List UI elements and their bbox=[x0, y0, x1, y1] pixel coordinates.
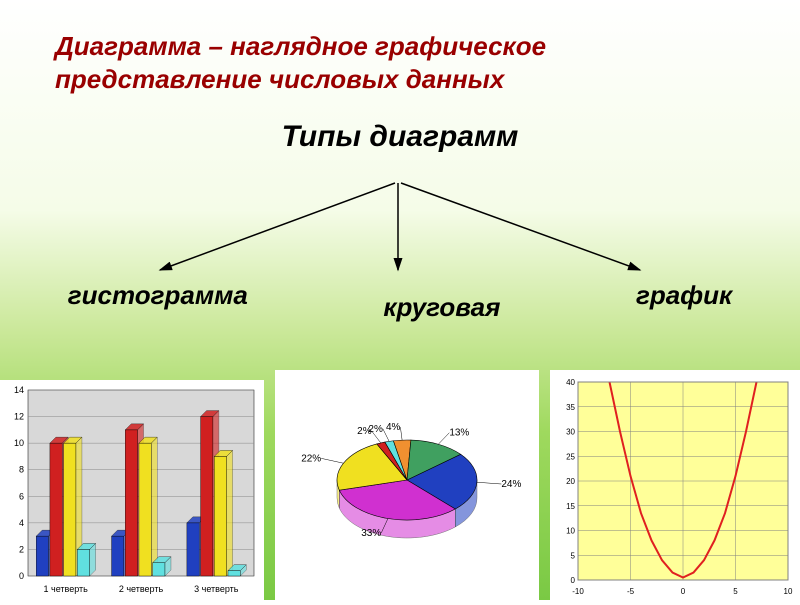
bar-chart-panel: 0 2 4 6 8 10 12 14 1 четверть 2 четверть 3 четверт… bbox=[0, 380, 264, 600]
svg-text:10: 10 bbox=[566, 527, 575, 536]
page-title: Диаграмма – наглядное графическое предст… bbox=[0, 0, 800, 95]
subtitle: Типы диаграмм bbox=[0, 120, 800, 154]
svg-text:25: 25 bbox=[566, 452, 575, 461]
label-line: график bbox=[636, 280, 732, 323]
svg-text:5: 5 bbox=[733, 587, 738, 596]
svg-text:4%: 4% bbox=[386, 422, 401, 433]
svg-text:2: 2 bbox=[19, 544, 24, 554]
title-line-2: представление числовых данных bbox=[55, 64, 504, 94]
svg-text:33%: 33% bbox=[361, 528, 381, 539]
svg-text:5: 5 bbox=[571, 551, 576, 560]
svg-text:10: 10 bbox=[784, 587, 793, 596]
svg-text:-10: -10 bbox=[572, 587, 584, 596]
svg-text:24%: 24% bbox=[501, 479, 521, 490]
svg-text:40: 40 bbox=[566, 378, 575, 387]
label-bar: гистограмма bbox=[68, 280, 248, 323]
pie-chart-panel: 24%33%22%2%2%4%13% bbox=[275, 370, 539, 600]
svg-text:8: 8 bbox=[19, 465, 24, 475]
svg-text:2%: 2% bbox=[368, 424, 383, 435]
svg-text:10: 10 bbox=[14, 438, 24, 448]
svg-text:2 четверть: 2 четверть bbox=[119, 584, 164, 594]
bar-chart: 0 2 4 6 8 10 12 14 1 четверть 2 четверть 3 четверт… bbox=[0, 380, 264, 600]
svg-text:0: 0 bbox=[571, 576, 576, 585]
svg-text:14: 14 bbox=[14, 385, 24, 395]
svg-text:13%: 13% bbox=[449, 428, 469, 439]
label-pie: круговая bbox=[383, 280, 500, 323]
svg-text:6: 6 bbox=[19, 491, 24, 501]
svg-text:12: 12 bbox=[14, 412, 24, 422]
svg-text:1 четверть: 1 четверть bbox=[44, 584, 89, 594]
svg-text:-5: -5 bbox=[627, 587, 635, 596]
svg-text:4: 4 bbox=[19, 518, 24, 528]
charts-row: 0 2 4 6 8 10 12 14 1 четверть 2 четверть 3 четверт… bbox=[0, 350, 800, 600]
svg-text:30: 30 bbox=[566, 428, 575, 437]
svg-text:0: 0 bbox=[19, 571, 24, 581]
chart-type-labels: гистограмма круговая график bbox=[0, 280, 800, 323]
pie-chart: 24%33%22%2%2%4%13% bbox=[275, 370, 539, 600]
line-chart: -10 -5 0 5 10 0 5 10 15 20 25 30 35 40 bbox=[550, 370, 800, 600]
svg-text:35: 35 bbox=[566, 403, 575, 412]
svg-text:0: 0 bbox=[681, 587, 686, 596]
line-chart-panel: -10 -5 0 5 10 0 5 10 15 20 25 30 35 40 bbox=[550, 370, 800, 600]
svg-text:3 четверть: 3 четверть bbox=[194, 584, 239, 594]
svg-text:22%: 22% bbox=[301, 453, 321, 464]
title-line-1: Диаграмма – наглядное графическое bbox=[55, 31, 546, 61]
arrows-diagram bbox=[0, 175, 800, 285]
svg-text:20: 20 bbox=[566, 477, 575, 486]
svg-text:15: 15 bbox=[566, 502, 575, 511]
